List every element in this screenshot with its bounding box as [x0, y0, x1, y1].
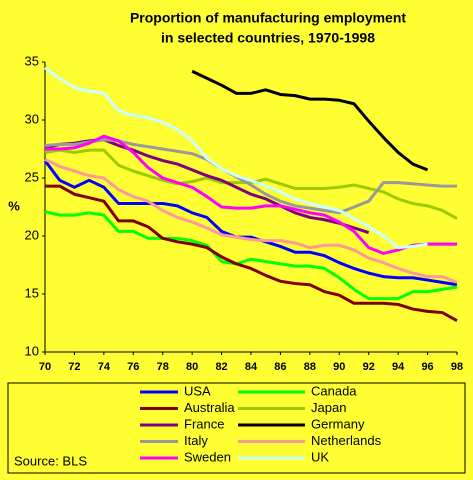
legend-label: Canada: [311, 383, 357, 398]
x-tick-label: 84: [245, 361, 258, 373]
series-line: [191, 69, 429, 172]
series-line: [43, 159, 458, 287]
x-tick-label: 70: [39, 361, 51, 373]
series-line: [44, 158, 458, 284]
x-tick-label: 92: [363, 361, 375, 373]
x-tick-label: 86: [274, 361, 286, 373]
legend-label: Japan: [311, 400, 346, 415]
x-tick-label: 82: [215, 361, 227, 373]
series-line: [44, 210, 458, 301]
legend-label: USA: [184, 383, 211, 398]
x-tick-label: 88: [304, 361, 316, 373]
x-tick-label: 74: [98, 361, 111, 373]
y-axis-label: %: [8, 198, 20, 213]
x-tick-label: 98: [451, 361, 463, 373]
y-tick-label: 20: [25, 227, 39, 242]
legend-label: Netherlands: [311, 433, 382, 448]
legend-label: Australia: [184, 400, 235, 415]
x-tick-label: 72: [68, 361, 80, 373]
y-tick-label: 15: [25, 285, 39, 300]
series-line: [45, 134, 457, 255]
legend-label: Italy: [184, 433, 208, 448]
x-tick-label: 94: [392, 361, 405, 373]
legend-label: UK: [311, 449, 329, 464]
series-line: [44, 148, 458, 220]
series-line: [45, 184, 458, 322]
chart-title: in selected countries, 1970-1998: [161, 30, 375, 46]
chart-title: Proportion of manufacturing employment: [130, 10, 406, 26]
legend-box: [7, 382, 466, 474]
source: Source: BLS: [14, 453, 87, 468]
y-tick-label: 35: [25, 53, 39, 68]
legend-label: Sweden: [184, 449, 231, 464]
series-line: [44, 66, 428, 250]
x-tick-label: 78: [157, 361, 169, 373]
x-tick-label: 76: [127, 361, 139, 373]
y-tick-label: 10: [25, 343, 39, 358]
x-tick-label: 96: [421, 361, 433, 373]
x-tick-label: 80: [186, 361, 198, 373]
legend-label: Germany: [311, 416, 365, 431]
y-tick-label: 25: [25, 169, 39, 184]
legend-label: France: [184, 416, 224, 431]
x-tick-label: 90: [333, 361, 345, 373]
y-tick-label: 30: [25, 111, 39, 126]
